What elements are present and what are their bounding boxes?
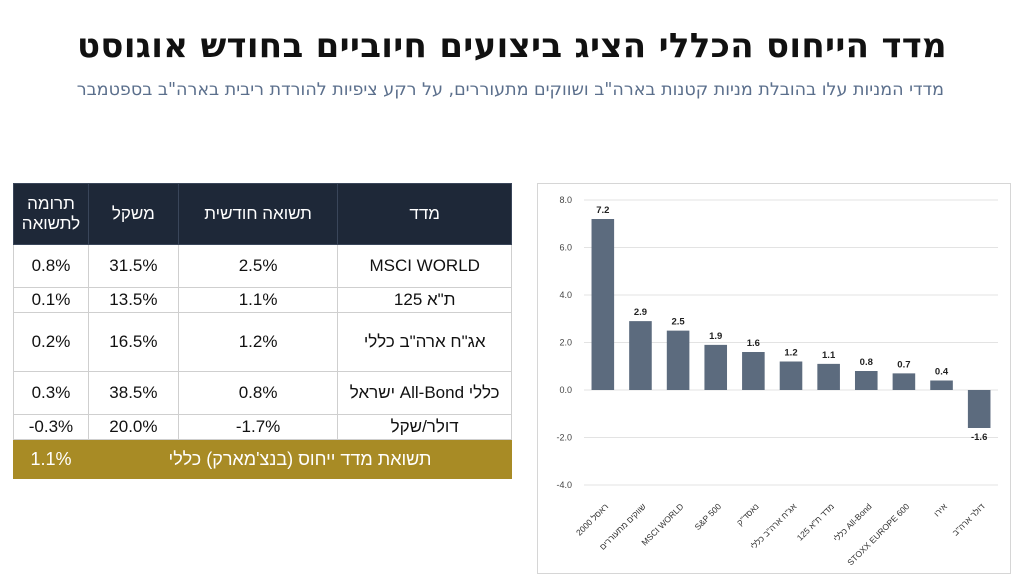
cell-monthly-return: 1.2%	[177, 312, 339, 372]
x-category-label: מדד ת"א 125	[795, 501, 836, 542]
bar	[892, 373, 916, 390]
x-category-label: STOXX EUROPE 600	[845, 501, 911, 567]
cell-monthly-return: 0.8%	[177, 371, 339, 415]
y-tick-label: 4.0	[559, 290, 572, 300]
bar	[817, 363, 840, 390]
cell-index: ת"א 125	[337, 287, 512, 313]
y-tick-label: 8.0	[559, 195, 572, 205]
data-label: 0.8	[860, 357, 873, 368]
data-label: 1.2	[784, 348, 797, 359]
header-index: מדד	[337, 183, 512, 245]
cell-weight: 31.5%	[87, 244, 179, 288]
data-label: 1.1	[822, 350, 836, 361]
data-label: 7.2	[596, 205, 609, 216]
data-label: 0.7	[897, 359, 910, 370]
table-row: 0.1% 13.5% 1.1% ת"א 125	[13, 287, 512, 313]
cell-contribution: -0.3%	[13, 414, 89, 440]
bar	[779, 361, 803, 390]
cell-index: דולר/שקל	[337, 414, 512, 440]
x-category-label: דולר ארה"ב	[950, 501, 987, 538]
data-label: 1.6	[747, 338, 760, 349]
bar	[742, 352, 765, 390]
cell-monthly-return: -1.7%	[177, 414, 339, 440]
bar	[666, 330, 690, 390]
cell-contribution: 0.2%	[13, 312, 89, 372]
chart-panel: 8.0 6.0 4.0 2.0 0.0 -2.0 -4.0 7.2 ראסל 2000 2.9 שו…	[537, 183, 1011, 574]
bar	[629, 321, 652, 390]
table-header-row: תרומה לתשואה משקל תשואה חודשית מדד	[13, 183, 512, 245]
bar	[930, 380, 953, 390]
benchmark-table: תרומה לתשואה משקל תשואה חודשית מדד 0.8% …	[13, 183, 513, 479]
table-row: 0.3% 38.5% 0.8% כללי All-Bond ישראל	[13, 371, 512, 415]
header-contribution: תרומה לתשואה	[13, 183, 89, 245]
y-tick-label: -4.0	[556, 480, 572, 490]
cell-monthly-return: 2.5%	[177, 244, 339, 288]
data-label: 2.9	[634, 307, 647, 318]
cell-contribution: 0.1%	[13, 287, 89, 313]
cell-weight: 38.5%	[87, 371, 179, 415]
header-monthly-return: תשואה חודשית	[177, 183, 339, 245]
page-subtitle: מדדי המניות עלו בהובלת מניות קטנות בארה"…	[76, 80, 944, 100]
data-label: 1.9	[709, 331, 722, 342]
page-title: מדד הייחוס הכללי הציג ביצועים חיוביים בח…	[77, 26, 947, 66]
y-tick-label: -2.0	[556, 433, 572, 443]
header-weight: משקל	[87, 183, 179, 245]
data-label: 0.4	[935, 367, 949, 378]
cell-contribution: 0.8%	[13, 244, 89, 288]
cell-index: אג"ח ארה"ב כללי	[337, 312, 512, 372]
table-total-row: 1.1% תשואת מדד ייחוס (בנצ'מארק) כללי	[13, 439, 513, 479]
cell-contribution: 0.3%	[13, 371, 89, 415]
x-category-label: S&P 500	[692, 501, 723, 532]
y-tick-label: 2.0	[559, 338, 572, 348]
bar	[591, 219, 615, 390]
cell-index: MSCI WORLD	[337, 244, 512, 288]
y-tick-label: 6.0	[559, 243, 572, 253]
bar	[967, 390, 991, 428]
data-label: -1.6	[971, 432, 987, 443]
total-label: תשואת מדד ייחוס (בנצ'מארק) כללי	[87, 439, 513, 479]
y-tick-label: 0.0	[559, 385, 572, 395]
data-label: 2.5	[671, 317, 685, 328]
table-row: 0.8% 31.5% 2.5% MSCI WORLD	[13, 244, 512, 288]
cell-monthly-return: 1.1%	[177, 287, 339, 313]
cell-weight: 13.5%	[87, 287, 179, 313]
total-contribution: 1.1%	[13, 439, 89, 479]
cell-weight: 20.0%	[87, 414, 179, 440]
bar	[854, 371, 878, 390]
cell-index: כללי All-Bond ישראל	[337, 371, 512, 415]
cell-weight: 16.5%	[87, 312, 179, 372]
table-row: -0.3% 20.0% -1.7% דולר/שקל	[13, 414, 512, 440]
x-category-label: נאסד"ק	[735, 501, 761, 527]
bar	[704, 344, 728, 390]
table-row: 0.2% 16.5% 1.2% אג"ח ארה"ב כללי	[13, 312, 512, 372]
x-category-label: ראסל 2000	[574, 501, 610, 537]
x-category-label: אירו	[932, 501, 950, 519]
